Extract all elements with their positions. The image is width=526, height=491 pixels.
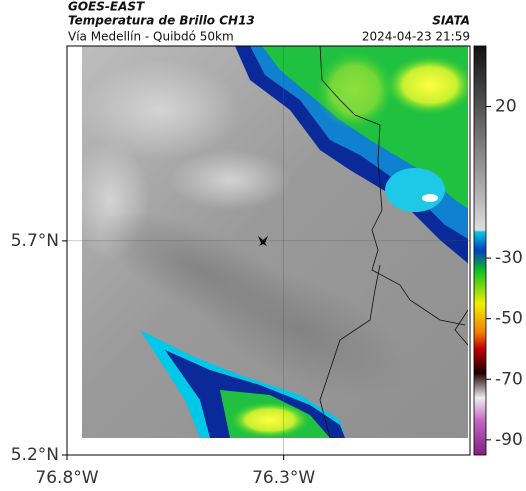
colorbar-tick-label: -30 — [495, 248, 523, 268]
axes: 76.8°W 76.3°W 5.7°N 5.2°N 20 -30 -50 -70 -90 — [11, 46, 523, 488]
subtitle: Temperatura de Brillo CH13 — [68, 14, 255, 28]
colorbar-tick-label: -70 — [495, 369, 523, 389]
timestamp: 2024-04-23 21:59 — [362, 30, 470, 44]
region: Vía Medellín - Quibdó 50km — [68, 30, 234, 44]
title: GOES-EAST — [68, 0, 145, 14]
colorbar-tick-label: -90 — [495, 430, 523, 450]
y-tick-label: 5.2°N — [11, 445, 59, 465]
colorbar-tick-label: -50 — [495, 309, 523, 329]
map-frame — [66, 45, 471, 456]
x-tick-label: 76.8°W — [35, 468, 98, 488]
satellite-image — [82, 46, 468, 438]
y-tick-label: 5.7°N — [11, 231, 59, 251]
colorbar-tick-label: 20 — [495, 97, 517, 117]
colorbar — [473, 45, 487, 456]
source: SIATA — [432, 14, 470, 28]
x-tick-label: 76.3°W — [252, 468, 315, 488]
